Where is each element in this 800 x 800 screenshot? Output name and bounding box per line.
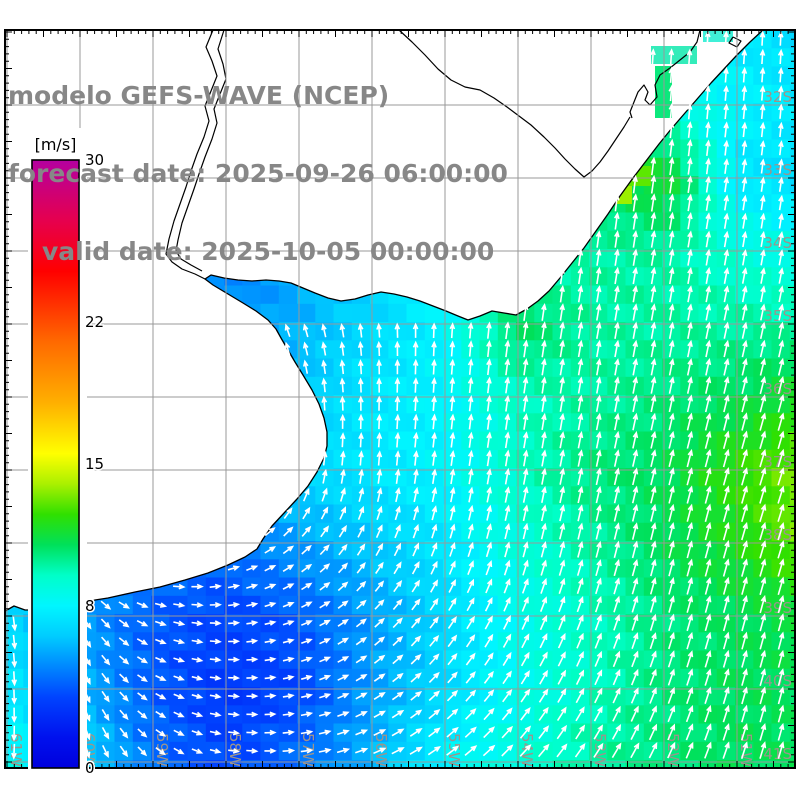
lat-label: 39S [763,599,792,617]
lat-label: 37S [763,453,792,471]
lat-label: 41S [763,745,792,763]
lon-label: 61W [7,733,25,767]
colorbar-tick-label: 22 [85,313,104,331]
lon-label: 51W [737,733,755,767]
lat-label: 40S [763,672,792,690]
lon-label: 52W [664,733,682,767]
lat-label: 35S [763,307,792,325]
wind-direction-arrows [11,30,785,760]
colorbar-tick-label: 15 [85,455,104,473]
colorbar-tick-label: 8 [85,597,95,615]
lat-label: 34S [763,234,792,252]
land-coastline [4,29,764,612]
lon-label: 53W [591,733,609,767]
colorbar-tick-label: 30 [85,151,104,169]
colorbar: [m/s] 30 22 15 8 0 [28,128,106,784]
lat-label: 38S [763,526,792,544]
graticule-grid-lines [5,30,795,768]
map-frame-and-ticks [4,29,796,769]
colorbar-tick-label: 0 [85,759,95,777]
colorbar-unit-label: [m/s] [35,135,77,154]
lat-label: 36S [763,380,792,398]
lat-label: 32S [763,88,792,106]
lat-label: 33S [763,161,792,179]
